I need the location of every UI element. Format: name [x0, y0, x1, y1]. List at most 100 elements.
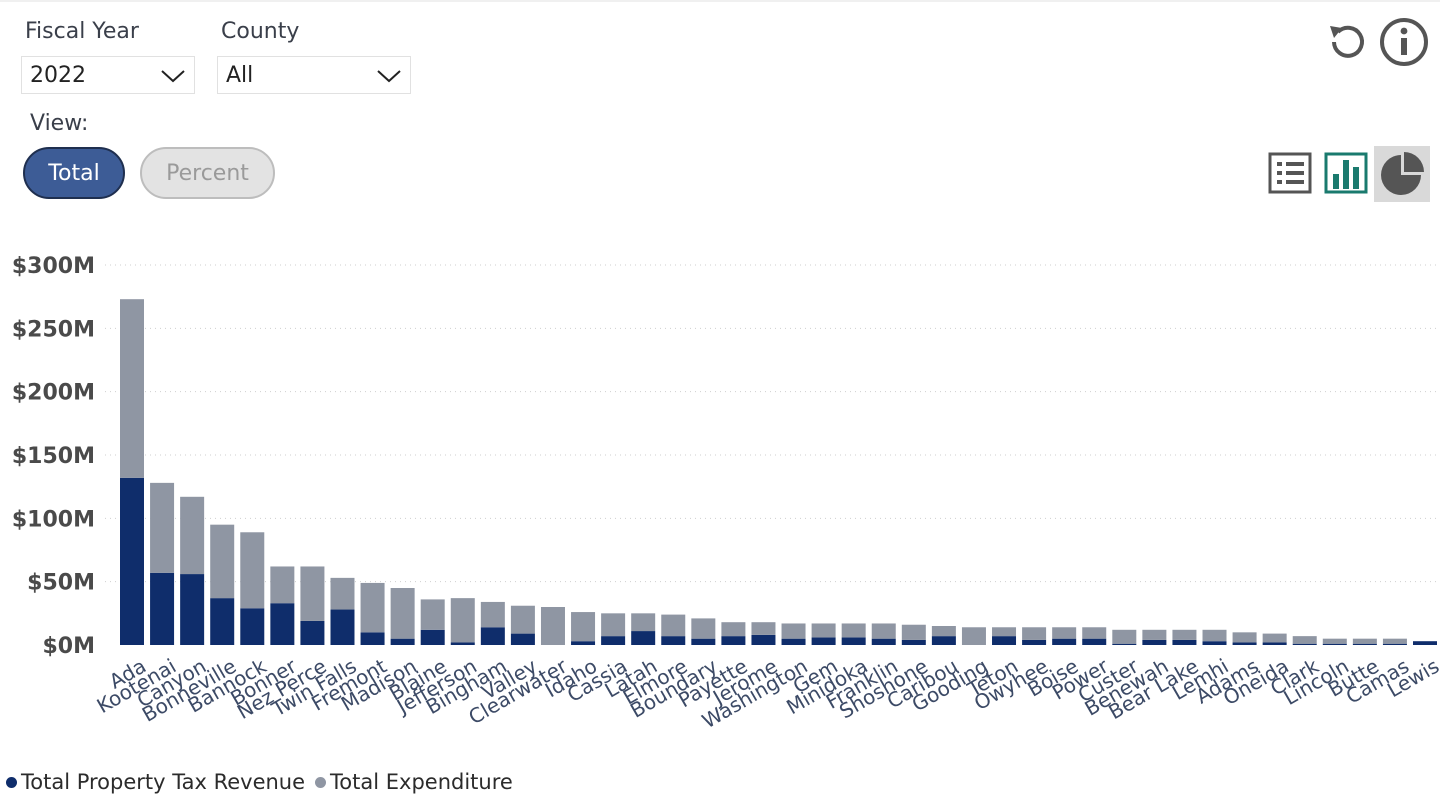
bar-expenditure-latah[interactable]: [631, 613, 656, 632]
bar-expenditure-fremont[interactable]: [360, 582, 385, 633]
bar-expenditure-franklin[interactable]: [871, 623, 896, 639]
bar-expenditure-boundary[interactable]: [691, 618, 716, 639]
bar-expenditure-bonner[interactable]: [270, 566, 295, 604]
bar-expenditure-caribou[interactable]: [931, 626, 956, 637]
bar-revenue-lewis[interactable]: [1413, 641, 1437, 645]
county-dropdown[interactable]: All: [217, 56, 411, 94]
bar-revenue-adams[interactable]: [1232, 642, 1257, 645]
bar-revenue-ada[interactable]: [120, 477, 144, 645]
bar-chart-icon[interactable]: [1323, 150, 1369, 196]
bar-revenue-boise[interactable]: [1052, 638, 1077, 645]
bar-expenditure-lemhi[interactable]: [1202, 629, 1227, 642]
bar-expenditure-minidoka[interactable]: [841, 623, 866, 638]
bar-expenditure-boise[interactable]: [1052, 627, 1077, 639]
bar-revenue-fremont[interactable]: [360, 632, 385, 645]
bar-expenditure-ada[interactable]: [120, 299, 144, 478]
bar-revenue-canyon[interactable]: [180, 574, 205, 645]
bar-revenue-elmore[interactable]: [661, 636, 686, 645]
bar-revenue-valley[interactable]: [510, 633, 535, 645]
bar-revenue-power[interactable]: [1082, 638, 1107, 645]
reset-icon[interactable]: [1325, 20, 1369, 64]
bar-revenue-bannock[interactable]: [240, 608, 265, 645]
legend-item-revenue[interactable]: Total Property Tax Revenue: [6, 770, 305, 794]
bar-revenue-boundary[interactable]: [691, 638, 716, 645]
bar-revenue-jerome[interactable]: [751, 634, 776, 645]
bar-expenditure-bannock[interactable]: [240, 532, 265, 609]
bar-expenditure-shoshone[interactable]: [901, 624, 926, 640]
bar-revenue-caribou[interactable]: [931, 636, 956, 645]
bar-revenue-washington[interactable]: [781, 638, 806, 645]
pie-chart-button[interactable]: [1374, 146, 1430, 202]
bar-expenditure-butte[interactable]: [1352, 638, 1377, 644]
bar-expenditure-jerome[interactable]: [751, 622, 776, 635]
bar-revenue-teton[interactable]: [992, 636, 1017, 645]
bar-revenue-owyhee[interactable]: [1022, 639, 1047, 645]
bar-expenditure-power[interactable]: [1082, 627, 1107, 639]
bar-expenditure-camas[interactable]: [1382, 638, 1407, 644]
bar-revenue-benewah[interactable]: [1142, 639, 1167, 645]
bar-revenue-lincoln[interactable]: [1322, 643, 1347, 645]
bar-expenditure-bingham[interactable]: [480, 601, 505, 628]
legend-item-expenditure[interactable]: Total Expenditure: [315, 770, 513, 794]
bar-expenditure-nez-perce[interactable]: [300, 566, 325, 621]
bar-revenue-lemhi[interactable]: [1202, 641, 1227, 645]
bar-revenue-madison[interactable]: [390, 638, 415, 645]
fiscal-year-label: Fiscal Year: [25, 19, 139, 44]
bar-expenditure-clark[interactable]: [1292, 636, 1317, 644]
bar-expenditure-washington[interactable]: [781, 623, 806, 639]
bar-expenditure-payette[interactable]: [721, 622, 746, 637]
bar-revenue-oneida[interactable]: [1262, 642, 1287, 645]
bar-revenue-twin-falls[interactable]: [330, 609, 355, 645]
bar-expenditure-canyon[interactable]: [180, 496, 205, 575]
x-axis-ticks: AdaKootenaiCanyonBonnevilleBannockBonner…: [93, 653, 1440, 733]
view-total-button[interactable]: Total: [23, 147, 125, 199]
bar-expenditure-bear-lake[interactable]: [1172, 629, 1197, 640]
bar-revenue-bonner[interactable]: [270, 603, 295, 645]
bar-expenditure-teton[interactable]: [992, 627, 1017, 637]
view-percent-button[interactable]: Percent: [140, 147, 275, 199]
bar-revenue-cassia[interactable]: [601, 636, 626, 645]
bar-revenue-camas[interactable]: [1382, 643, 1407, 645]
bar-expenditure-kootenai[interactable]: [150, 482, 175, 573]
bar-revenue-idaho[interactable]: [571, 641, 596, 645]
y-tick-label: $50M: [27, 571, 95, 596]
bar-revenue-nez-perce[interactable]: [300, 620, 325, 645]
bar-expenditure-valley[interactable]: [510, 605, 535, 634]
bar-revenue-minidoka[interactable]: [841, 637, 866, 645]
bar-expenditure-elmore[interactable]: [661, 614, 686, 637]
info-icon[interactable]: [1378, 16, 1430, 68]
bar-expenditure-cassia[interactable]: [601, 613, 626, 637]
legend-swatch-revenue: [6, 776, 17, 788]
bar-expenditure-gem[interactable]: [811, 623, 836, 638]
bar-revenue-shoshone[interactable]: [901, 639, 926, 645]
bar-revenue-kootenai[interactable]: [150, 572, 175, 645]
bar-revenue-custer[interactable]: [1112, 643, 1137, 645]
bar-expenditure-blaine[interactable]: [420, 599, 445, 630]
bar-expenditure-benewah[interactable]: [1142, 629, 1167, 640]
bar-expenditure-oneida[interactable]: [1262, 633, 1287, 643]
list-view-icon[interactable]: [1267, 150, 1313, 196]
bar-expenditure-idaho[interactable]: [571, 612, 596, 642]
bar-expenditure-gooding[interactable]: [961, 627, 986, 645]
bar-expenditure-owyhee[interactable]: [1022, 627, 1047, 640]
bar-revenue-clark[interactable]: [1292, 643, 1317, 645]
bar-revenue-blaine[interactable]: [420, 629, 445, 645]
bar-expenditure-custer[interactable]: [1112, 629, 1137, 644]
bar-revenue-latah[interactable]: [631, 631, 656, 645]
bar-expenditure-lincoln[interactable]: [1322, 638, 1347, 644]
bar-revenue-gem[interactable]: [811, 637, 836, 645]
bar-expenditure-madison[interactable]: [390, 588, 415, 639]
bar-revenue-jefferson[interactable]: [450, 642, 475, 645]
bar-expenditure-bonneville[interactable]: [210, 524, 235, 599]
bar-expenditure-clearwater[interactable]: [540, 607, 565, 645]
bar-revenue-bear-lake[interactable]: [1172, 639, 1197, 645]
bar-revenue-butte[interactable]: [1352, 643, 1377, 645]
bar-revenue-bonneville[interactable]: [210, 598, 235, 645]
bar-revenue-payette[interactable]: [721, 636, 746, 645]
bar-expenditure-adams[interactable]: [1232, 632, 1257, 643]
fiscal-year-dropdown[interactable]: 2022: [21, 56, 195, 94]
bar-expenditure-twin-falls[interactable]: [330, 577, 355, 610]
bar-expenditure-jefferson[interactable]: [450, 598, 475, 643]
bar-revenue-franklin[interactable]: [871, 638, 896, 645]
bar-revenue-bingham[interactable]: [480, 627, 505, 645]
